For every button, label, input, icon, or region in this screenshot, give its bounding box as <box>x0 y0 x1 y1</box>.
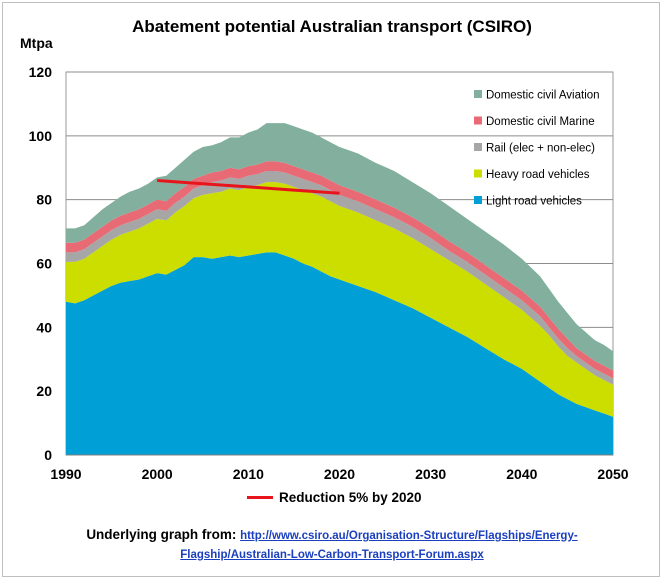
legend-swatch <box>474 116 482 125</box>
x-tick-label: 2020 <box>324 466 355 482</box>
legend-label: Rail (elec + non-elec) <box>486 143 595 155</box>
y-axis-unit-label: Mtpa <box>20 35 53 51</box>
y-tick-label: 80 <box>36 192 52 208</box>
y-tick-label: 40 <box>36 319 52 335</box>
area-heavy-road-vehicles <box>66 182 613 417</box>
y-tick-label: 100 <box>29 128 53 144</box>
y-tick-label: 60 <box>36 256 52 272</box>
area-domestic-civil-aviation <box>66 123 613 371</box>
stacked-areas <box>66 123 613 455</box>
legend-swatch <box>474 169 482 178</box>
footer-source-continued: Flagship/Australian-Low-Carbon-Transport… <box>0 545 664 563</box>
legend-label: Domestic civil Marine <box>486 116 595 128</box>
x-tick-label: 1990 <box>50 466 81 482</box>
y-tick-labels: 0 20 40 60 80 100 120 <box>29 64 53 463</box>
y-tick-label: 20 <box>36 383 52 399</box>
legend-swatch <box>474 196 482 204</box>
x-tick-label: 2000 <box>142 466 173 482</box>
footer-prefix: Underlying graph from: <box>86 527 241 542</box>
footer-source: Underlying graph from: http://www.csiro.… <box>0 527 664 542</box>
target-line <box>157 179 340 195</box>
x-tick-label: 2030 <box>415 466 446 482</box>
x-tick-label: 2010 <box>233 466 264 482</box>
x-tick-labels: 1990 2000 2010 2020 2030 2040 2050 <box>50 466 628 482</box>
legend-label: Domestic civil Aviation <box>486 90 600 102</box>
footer-link-line2[interactable]: Flagship/Australian-Low-Carbon-Transport… <box>180 549 484 561</box>
legend-label: Heavy road vehicles <box>486 169 590 181</box>
target-line-group <box>66 179 613 456</box>
legend-label: Light road vehicles <box>486 196 582 208</box>
y-tick-label: 0 <box>44 447 52 463</box>
area-light-road-vehicles <box>66 252 613 455</box>
footer-link-line1[interactable]: http://www.csiro.au/Organisation-Structu… <box>240 530 578 542</box>
x-tick-label: 2050 <box>597 466 628 482</box>
legend-swatch <box>474 143 482 151</box>
target-line-swatch <box>247 496 273 499</box>
chart-title: Abatement potential Australian transport… <box>132 17 532 36</box>
legend-swatch <box>474 90 482 98</box>
target-line-legend: Reduction 5% by 2020 <box>247 490 422 505</box>
y-tick-label: 120 <box>29 64 53 80</box>
x-tick-label: 2040 <box>506 466 537 482</box>
legend: Domestic civil Aviation Domestic civil Ma… <box>474 90 600 208</box>
target-line-legend-label: Reduction 5% by 2020 <box>279 490 422 505</box>
